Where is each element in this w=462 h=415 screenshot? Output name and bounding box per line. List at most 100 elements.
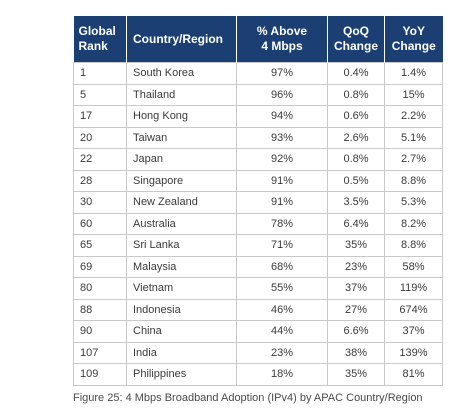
cell-country: Sri Lanka (126, 234, 237, 257)
cell-pct: 92% (236, 148, 328, 171)
broadband-adoption-table: Global Rank Country/Region % Above 4 Mbp… (73, 16, 443, 386)
cell-qoq: 35% (327, 363, 385, 386)
header-qoq-line1: QoQ (343, 24, 369, 38)
cell-rank: 1 (73, 62, 127, 85)
cell-rank: 30 (73, 191, 127, 214)
table-row: 5 Thailand 96% 0.8% 15% (73, 83, 443, 106)
cell-rank: 109 (73, 363, 127, 386)
table-row: 1 South Korea 97% 0.4% 1.4% (73, 62, 443, 85)
cell-country: Thailand (126, 83, 237, 106)
cell-country: Taiwan (126, 126, 237, 149)
cell-country: Vietnam (126, 277, 237, 300)
cell-pct: 55% (236, 277, 328, 300)
header-pct-line1: % Above (256, 24, 308, 38)
table-row: 30 New Zealand 91% 3.5% 5.3% (73, 191, 443, 214)
cell-country: New Zealand (126, 191, 237, 214)
cell-country: Malaysia (126, 255, 237, 278)
figure-caption: Figure 25: 4 Mbps Broadband Adoption (IP… (73, 392, 423, 404)
cell-yoy: 139% (384, 341, 443, 364)
cell-qoq: 0.8% (327, 148, 385, 171)
cell-pct: 44% (236, 320, 328, 343)
cell-qoq: 0.8% (327, 83, 385, 106)
cell-yoy: 58% (384, 255, 443, 278)
table-row: 17 Hong Kong 94% 0.6% 2.2% (73, 105, 443, 128)
cell-pct: 96% (236, 83, 328, 106)
cell-country: Philippines (126, 363, 237, 386)
table-row: 88 Indonesia 46% 27% 674% (73, 298, 443, 321)
cell-rank: 69 (73, 255, 127, 278)
cell-qoq: 37% (327, 277, 385, 300)
cell-rank: 28 (73, 169, 127, 192)
table-row: 65 Sri Lanka 71% 35% 8.8% (73, 234, 443, 257)
table-row: 22 Japan 92% 0.8% 2.7% (73, 148, 443, 171)
cell-pct: 71% (236, 234, 328, 257)
cell-pct: 97% (236, 62, 328, 85)
cell-rank: 60 (73, 212, 127, 235)
cell-country: China (126, 320, 237, 343)
table-row: 109 Philippines 18% 35% 81% (73, 363, 443, 386)
header-country-label: Country/Region (133, 31, 223, 46)
cell-yoy: 1.4% (384, 62, 443, 85)
header-row: Global Rank Country/Region % Above 4 Mbp… (73, 16, 443, 63)
table-row: 69 Malaysia 68% 23% 58% (73, 255, 443, 278)
cell-pct: 93% (236, 126, 328, 149)
cell-qoq: 27% (327, 298, 385, 321)
cell-rank: 107 (73, 341, 127, 364)
header-rank-line1: Global (78, 24, 116, 38)
broadband-adoption-table-container: Global Rank Country/Region % Above 4 Mbp… (73, 16, 443, 386)
cell-qoq: 6.6% (327, 320, 385, 343)
cell-yoy: 2.2% (384, 105, 443, 128)
cell-qoq: 0.6% (327, 105, 385, 128)
cell-yoy: 674% (384, 298, 443, 321)
cell-rank: 65 (73, 234, 127, 257)
cell-qoq: 2.6% (327, 126, 385, 149)
header-percent-above-4mbps: % Above 4 Mbps (236, 16, 328, 63)
header-yoy-line1: YoY (402, 24, 425, 38)
cell-yoy: 5.1% (384, 126, 443, 149)
table-header: Global Rank Country/Region % Above 4 Mbp… (73, 16, 443, 63)
cell-qoq: 3.5% (327, 191, 385, 214)
cell-rank: 80 (73, 277, 127, 300)
cell-country: Singapore (126, 169, 237, 192)
table-row: 90 China 44% 6.6% 37% (73, 320, 443, 343)
cell-yoy: 81% (384, 363, 443, 386)
cell-yoy: 15% (384, 83, 443, 106)
cell-rank: 20 (73, 126, 127, 149)
cell-country: India (126, 341, 237, 364)
cell-rank: 5 (73, 83, 127, 106)
cell-pct: 91% (236, 169, 328, 192)
cell-rank: 90 (73, 320, 127, 343)
header-qoq-line2: Change (333, 39, 378, 53)
cell-pct: 23% (236, 341, 328, 364)
table-row: 80 Vietnam 55% 37% 119% (73, 277, 443, 300)
cell-pct: 78% (236, 212, 328, 235)
cell-qoq: 23% (327, 255, 385, 278)
cell-qoq: 35% (327, 234, 385, 257)
cell-yoy: 8.8% (384, 234, 443, 257)
cell-pct: 94% (236, 105, 328, 128)
cell-yoy: 37% (384, 320, 443, 343)
header-global-rank: Global Rank (73, 16, 127, 63)
header-yoy-line2: Change (391, 39, 436, 53)
header-pct-line2: 4 Mbps (261, 39, 303, 53)
cell-country: Hong Kong (126, 105, 237, 128)
cell-yoy: 8.8% (384, 169, 443, 192)
header-yoy-change: YoY Change (384, 16, 443, 63)
cell-yoy: 2.7% (384, 148, 443, 171)
cell-yoy: 119% (384, 277, 443, 300)
cell-country: South Korea (126, 62, 237, 85)
table-row: 20 Taiwan 93% 2.6% 5.1% (73, 126, 443, 149)
cell-pct: 18% (236, 363, 328, 386)
table-row: 107 India 23% 38% 139% (73, 341, 443, 364)
cell-pct: 46% (236, 298, 328, 321)
cell-yoy: 8.2% (384, 212, 443, 235)
cell-pct: 91% (236, 191, 328, 214)
cell-rank: 22 (73, 148, 127, 171)
cell-qoq: 6.4% (327, 212, 385, 235)
header-qoq-change: QoQ Change (327, 16, 385, 63)
table-body: 1 South Korea 97% 0.4% 1.4% 5 Thailand 96% 0.8%… (73, 62, 443, 386)
cell-rank: 17 (73, 105, 127, 128)
cell-country: Indonesia (126, 298, 237, 321)
cell-qoq: 0.4% (327, 62, 385, 85)
cell-country: Australia (126, 212, 237, 235)
